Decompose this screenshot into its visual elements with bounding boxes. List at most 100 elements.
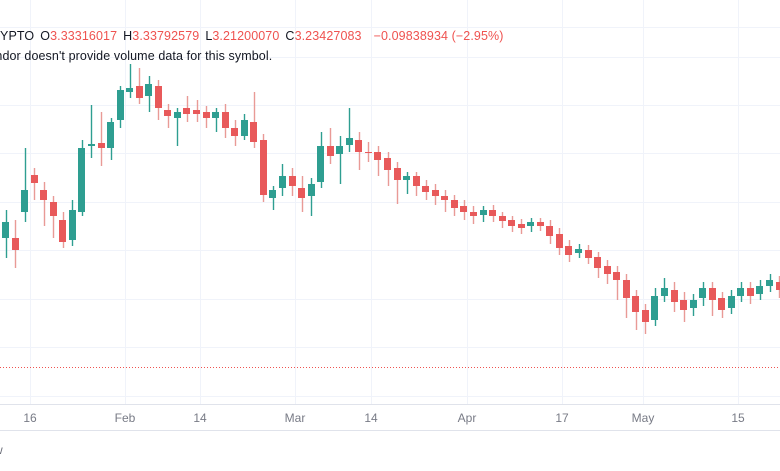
candle-body <box>690 300 697 308</box>
candle-body <box>661 288 668 296</box>
candle-body <box>98 143 105 148</box>
candle-body <box>241 120 248 136</box>
candle-body <box>145 84 152 96</box>
candle-body <box>546 226 553 236</box>
candle-body <box>671 290 678 302</box>
candle-body <box>136 86 143 98</box>
candle-body <box>394 168 401 180</box>
time-axis-tick: 15 <box>731 411 745 425</box>
candle-body <box>164 110 171 116</box>
candle-body <box>231 128 238 136</box>
candle-body <box>737 288 744 296</box>
candle-body <box>613 272 620 280</box>
candle-body <box>403 176 410 180</box>
candle-body <box>413 176 420 186</box>
candle-body <box>250 122 257 142</box>
candle-body <box>460 206 467 212</box>
candle-body <box>422 186 429 192</box>
candle-body <box>699 288 706 298</box>
candle-body <box>289 176 296 186</box>
candle-body <box>308 184 315 196</box>
candle-body <box>585 250 592 258</box>
candle-body <box>499 216 506 221</box>
candle-body <box>117 90 124 120</box>
candle-body <box>756 286 763 294</box>
candle-body <box>78 148 85 212</box>
horizontal-gridlines <box>0 27 780 397</box>
candle-body <box>518 224 525 228</box>
candle-body <box>50 202 57 216</box>
candle-body <box>718 298 725 310</box>
candle-body <box>441 196 448 200</box>
candle-body <box>480 210 487 215</box>
candle-body <box>728 296 735 308</box>
bottom-toolbar: w <box>0 430 780 471</box>
candle-body <box>527 222 534 226</box>
candle-body <box>709 288 716 300</box>
time-axis-tick: May <box>631 411 655 425</box>
candle-body <box>556 234 563 248</box>
candle-body <box>336 146 343 154</box>
candle-body <box>12 238 19 250</box>
candle-body <box>40 190 47 200</box>
candle-body <box>594 257 601 268</box>
candle-body <box>69 210 76 240</box>
candle-body <box>766 280 773 286</box>
candle-body <box>212 112 219 118</box>
candle-body <box>88 144 95 146</box>
candle-body <box>59 220 66 242</box>
time-axis-tick: 14 <box>193 411 207 425</box>
candle-body <box>327 146 334 156</box>
candle-body <box>346 138 353 145</box>
bottom-partial-label: w <box>0 443 3 457</box>
time-axis[interactable]: 16 Feb 14 Mar 14 Apr 17 May 15 <box>0 404 780 431</box>
candle-body <box>203 112 210 118</box>
candle-body <box>489 210 496 216</box>
time-axis-tick: Mar <box>284 411 306 425</box>
candle-body <box>269 190 276 198</box>
candle-body <box>776 282 780 290</box>
candle-body <box>174 112 181 118</box>
candle-body <box>355 140 362 152</box>
candle-body <box>298 188 305 198</box>
candle-body <box>747 288 754 296</box>
candle-body <box>565 246 572 255</box>
candle-body <box>365 152 372 153</box>
candle-body <box>21 190 28 212</box>
candle-body <box>2 222 9 238</box>
time-axis-tick: Apr <box>457 411 477 425</box>
candle-body <box>183 108 190 114</box>
candle-body <box>451 200 458 208</box>
candle-body <box>384 158 391 170</box>
candle-body <box>651 296 658 320</box>
candle-body <box>470 212 477 216</box>
candle-body <box>575 249 582 253</box>
candle-body <box>432 190 439 196</box>
candle-body <box>222 112 229 128</box>
candle-body <box>107 122 114 148</box>
time-axis-tick: 14 <box>364 411 378 425</box>
chart-plot-area[interactable] <box>0 0 780 404</box>
candle-body <box>508 220 515 226</box>
candle-body <box>374 152 381 160</box>
vertical-gridlines <box>30 0 739 404</box>
candle-body <box>632 296 639 312</box>
candle-body <box>31 175 38 183</box>
candle-body <box>155 86 162 108</box>
candle-body <box>680 300 687 310</box>
time-axis-tick: 16 <box>23 411 37 425</box>
candle-series <box>2 64 780 334</box>
chart-canvas[interactable] <box>0 0 780 404</box>
candle-body <box>604 266 611 274</box>
time-axis-tick: 17 <box>555 411 569 425</box>
candle-body <box>126 88 133 92</box>
time-axis-tick: Feb <box>114 411 136 425</box>
candle-body <box>193 110 200 114</box>
candle-body <box>537 222 544 226</box>
candle-body <box>642 310 649 322</box>
candle-body <box>623 280 630 298</box>
candle-body <box>260 140 267 195</box>
candle-body <box>317 146 324 182</box>
candle-body <box>279 176 286 188</box>
